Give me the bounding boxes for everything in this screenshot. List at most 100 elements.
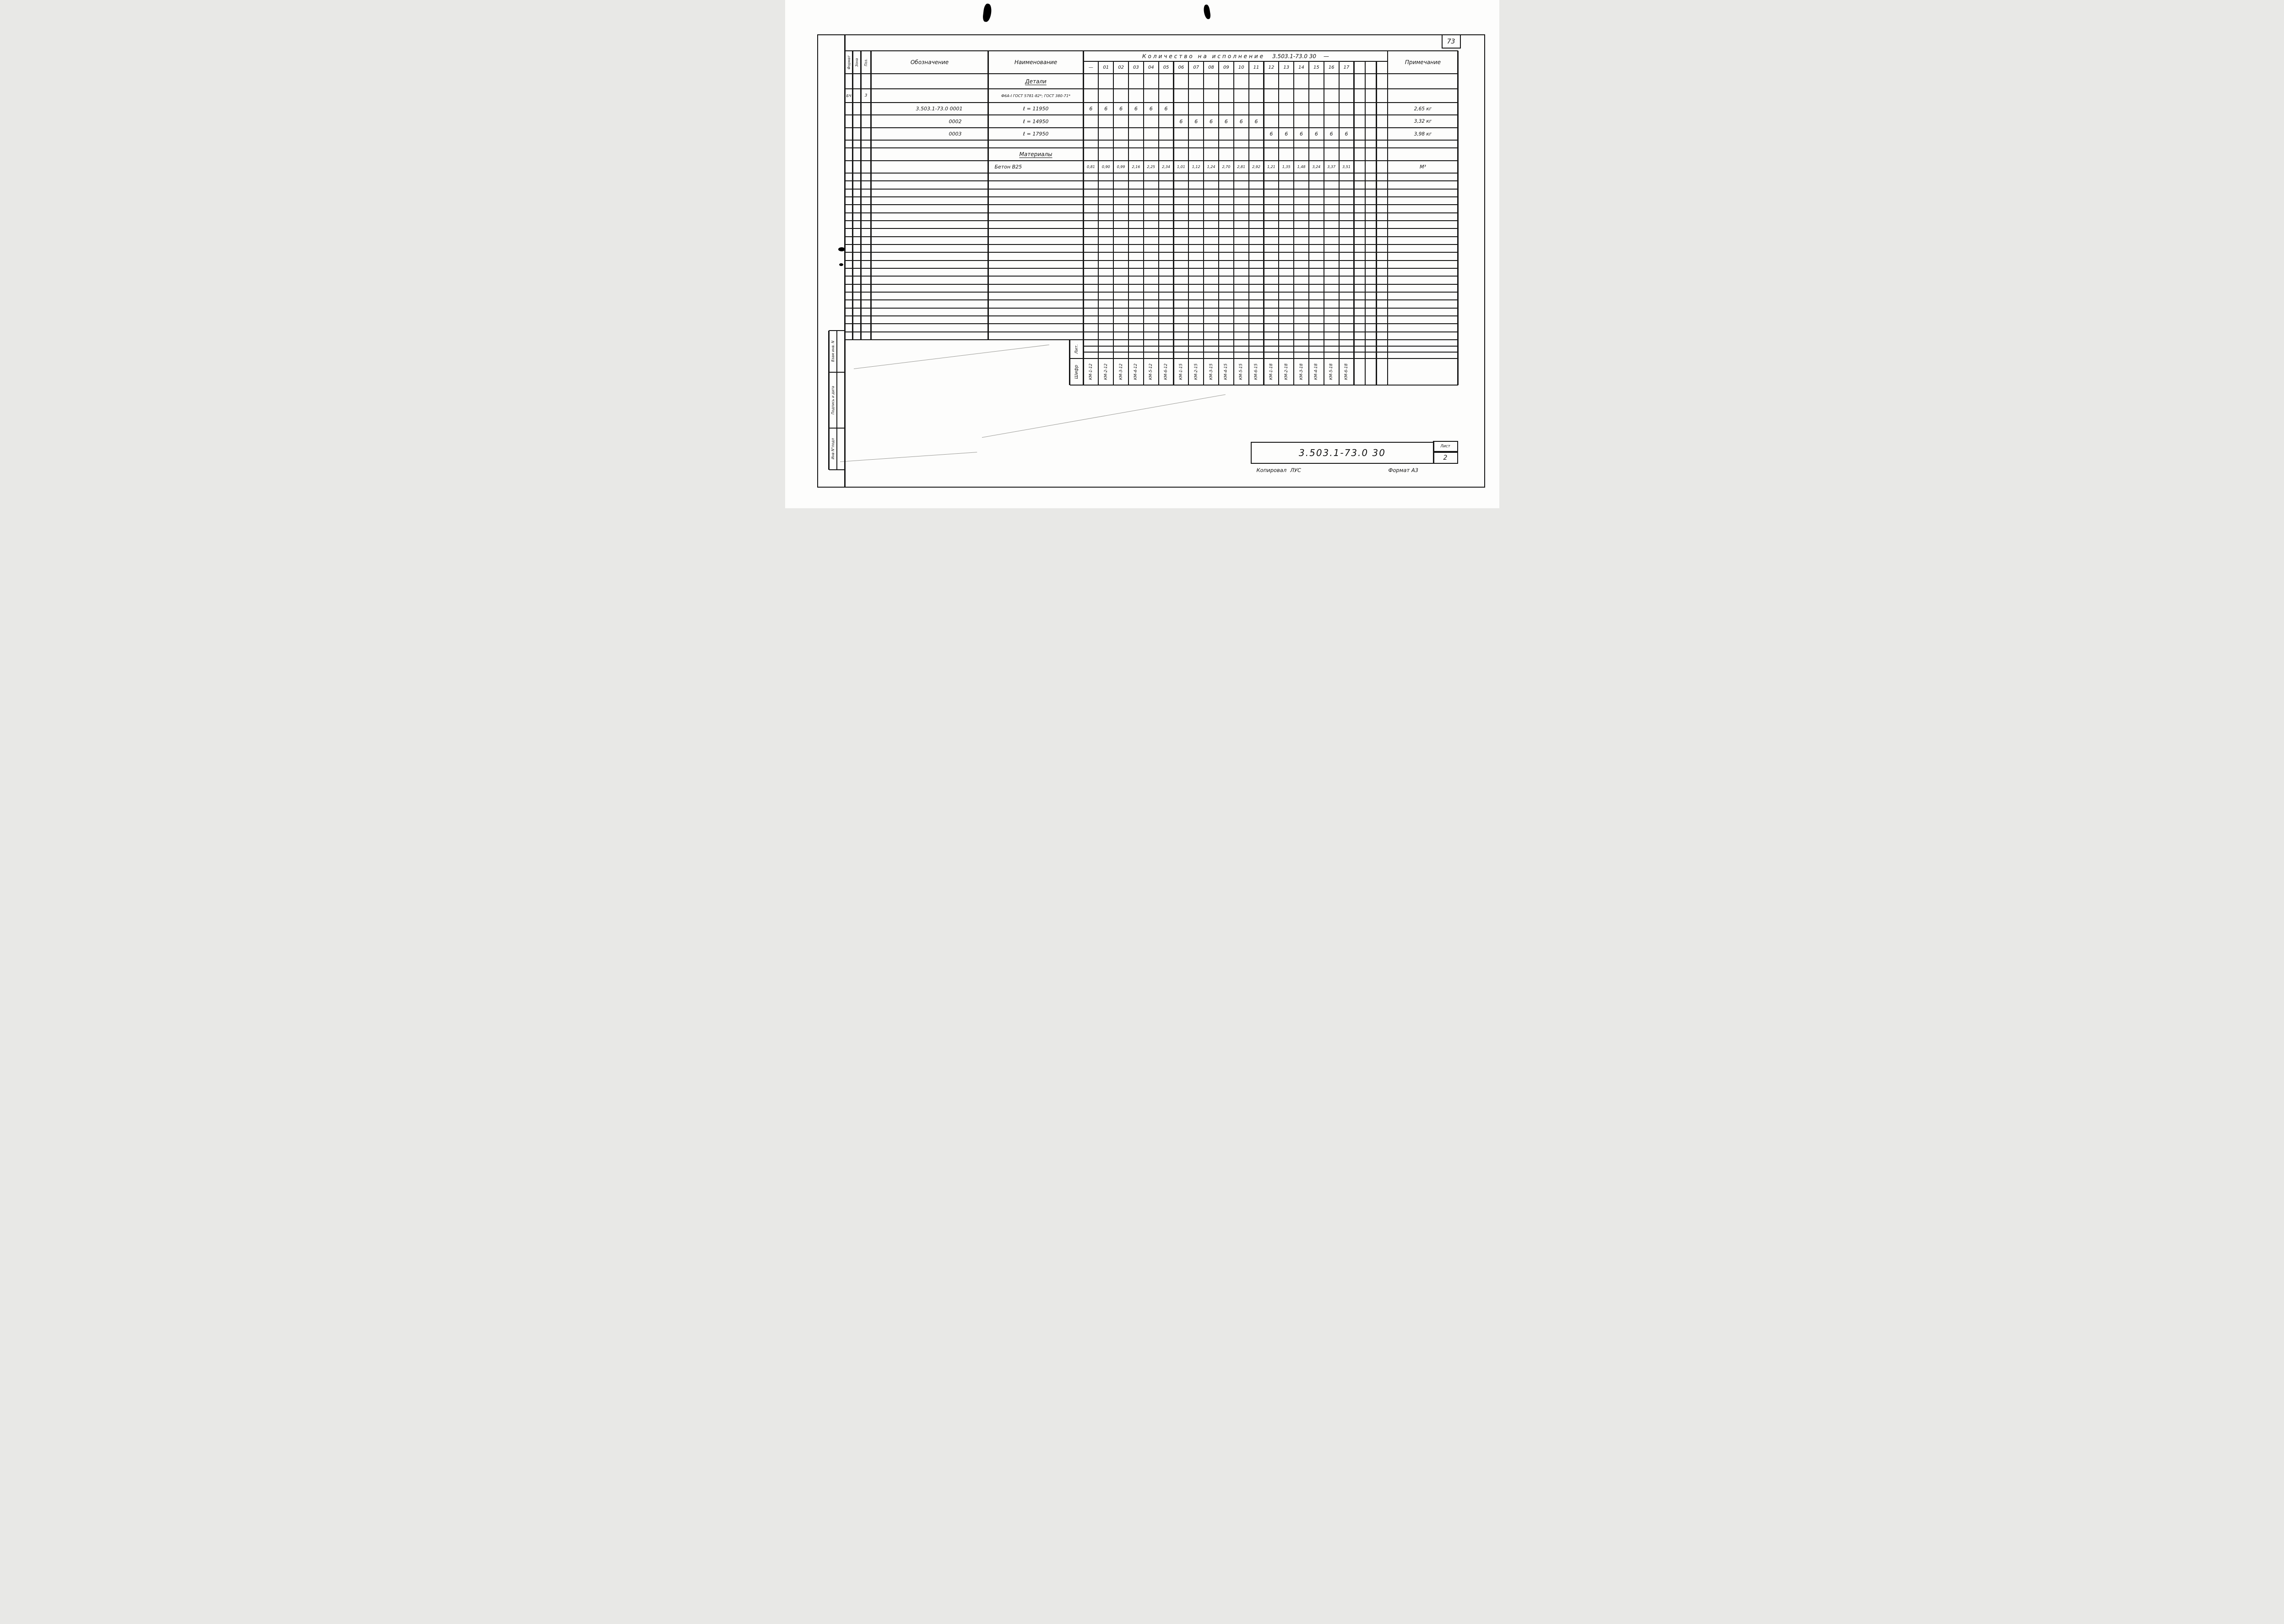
qty-col-header: 01 <box>1103 65 1109 70</box>
grid-line <box>829 371 845 373</box>
column-header-poz: Поз. <box>864 58 868 66</box>
grid-line <box>845 339 1458 341</box>
grid-line <box>1353 61 1355 385</box>
grid-line <box>870 51 872 340</box>
material-value-cell: 0,99 <box>1117 165 1125 169</box>
grid-line <box>844 34 846 488</box>
shifr-code-text: КМ-5-15 <box>1239 364 1244 380</box>
qty-col-header: 10 <box>1238 65 1244 70</box>
qty-col-header: 08 <box>1208 65 1214 70</box>
item-note: 2,65 кг <box>1414 106 1432 112</box>
grid-line <box>829 427 845 429</box>
item-note: 3,98 кг <box>1414 131 1432 137</box>
qty-col-header: 03 <box>1133 65 1139 70</box>
sheet-frame <box>817 34 1485 488</box>
item-designation: 3.503.1-73.0 0001 <box>916 106 963 112</box>
grid-line <box>1098 61 1099 385</box>
item-qty-cell: 6 <box>1119 106 1123 112</box>
grid-line <box>836 331 838 470</box>
material-value-cell: 1,12 <box>1192 165 1200 169</box>
item-qty-cell: 6 <box>1300 131 1303 137</box>
stamp-doc-code-box: 3.503.1-73.0 30 <box>1250 442 1434 464</box>
item-name: ℓ = 11950 <box>1023 106 1049 112</box>
material-value-cell: 2,25 <box>1147 165 1156 169</box>
item-qty-cell: 6 <box>1285 131 1288 137</box>
qty-col-header: 06 <box>1178 65 1184 70</box>
shifr-code: КМ-3-15 <box>1204 358 1219 385</box>
grid-line <box>1143 61 1144 385</box>
material-name: Бетон В25 <box>994 164 1022 170</box>
grid-line <box>1293 61 1295 385</box>
grid-line <box>845 160 1458 162</box>
sidebar-label-inv-podl: Инв N°подл <box>831 438 835 460</box>
qty-col-header: 12 <box>1268 65 1275 70</box>
shifr-code: КМ-5-12 <box>1144 358 1159 385</box>
shifr-code-text: КМ-6-15 <box>1254 364 1259 380</box>
shifr-code-text: КМ-2-18 <box>1284 364 1289 380</box>
grid-line <box>1233 61 1234 385</box>
shifr-label: Шифр <box>1074 364 1079 379</box>
item-qty-cell: 6 <box>1269 131 1273 137</box>
grid-line <box>1218 61 1220 385</box>
scanned-drawing-sheet: 73 — 01 02 03 04 05 06 07 08 09 10 11 12 13 14 15 16 17 6 6… <box>785 0 1499 508</box>
shifr-code-text: КМ-2-15 <box>1194 364 1199 380</box>
qty-col-header: 09 <box>1223 65 1229 70</box>
stamp-sheet-number-box: 2 <box>1432 452 1458 464</box>
shifr-code: КМ-3-12 <box>1113 358 1128 385</box>
grid-line <box>845 172 1458 174</box>
page-number: 73 <box>1447 38 1455 45</box>
shifr-code: КМ-2-18 <box>1279 358 1294 385</box>
column-header-naimenovanie: Наименование <box>1014 59 1058 65</box>
grid-line <box>845 267 1458 269</box>
grid-line <box>845 299 1458 301</box>
material-value-cell: 3,37 <box>1327 165 1336 169</box>
format-note: Формат А3 <box>1388 467 1419 473</box>
sidebar-label-vzam-inv: Взам инв. N <box>831 341 835 362</box>
qty-col-header: 07 <box>1193 65 1199 70</box>
qty-title-text: Количество на исполнение <box>1142 53 1265 60</box>
grid-line <box>845 283 1458 285</box>
material-value-cell: 1,21 <box>1267 165 1275 169</box>
grid-line <box>1203 61 1204 385</box>
material-value-cell: 2,34 <box>1162 165 1170 169</box>
qty-col-header: 05 <box>1163 65 1169 70</box>
shifr-code-text: КМ-5-12 <box>1149 364 1154 380</box>
page-number-box: 73 <box>1441 34 1461 49</box>
grid-line <box>845 244 1458 245</box>
grid-line <box>1364 61 1366 385</box>
gost-row-name: Ф6А-I ГОСТ 5781-82*; ГОСТ 380-71* <box>1001 93 1071 98</box>
grid-line <box>1457 51 1459 385</box>
grid-line <box>845 236 1458 237</box>
shifr-code: КМ-4-18 <box>1309 358 1324 385</box>
column-header-format: Формат <box>846 55 851 70</box>
material-value-cell: 2,92 <box>1252 165 1260 169</box>
grid-line <box>845 50 1458 52</box>
grid-line <box>1069 340 1070 385</box>
grid-line <box>845 291 1458 293</box>
copied-by: Копировал ЛУС <box>1256 467 1301 473</box>
grid-line <box>1387 51 1389 385</box>
grid-line <box>845 220 1458 222</box>
item-designation: 0003 <box>949 131 962 137</box>
qty-col-header: — <box>1088 65 1093 70</box>
stamp-sheet-label: Лист <box>1440 444 1450 449</box>
grid-line <box>987 51 989 340</box>
stamp-sheet-number: 2 <box>1443 454 1448 462</box>
grid-line <box>1083 352 1458 353</box>
shifr-code: КМ-3-18 <box>1294 358 1309 385</box>
section-title-details: Детали <box>1025 78 1047 85</box>
qty-col-header: 15 <box>1313 65 1319 70</box>
grid-line <box>1069 384 1458 386</box>
grid-line <box>1083 345 1458 347</box>
grid-line <box>1263 61 1264 385</box>
shifr-code-text: КМ-1-15 <box>1178 364 1183 380</box>
material-value-cell: 0,90 <box>1101 165 1110 169</box>
grid-line <box>1113 61 1114 385</box>
shifr-code: КМ-4-15 <box>1219 358 1234 385</box>
material-value-cell: 2,16 <box>1132 165 1140 169</box>
shifr-code: КМ-4-12 <box>1128 358 1144 385</box>
qty-col-header: 11 <box>1253 65 1259 70</box>
item-qty-cell: 6 <box>1194 118 1198 125</box>
lit-label: Лит. <box>1074 344 1079 354</box>
material-value-cell: 1,35 <box>1282 165 1291 169</box>
